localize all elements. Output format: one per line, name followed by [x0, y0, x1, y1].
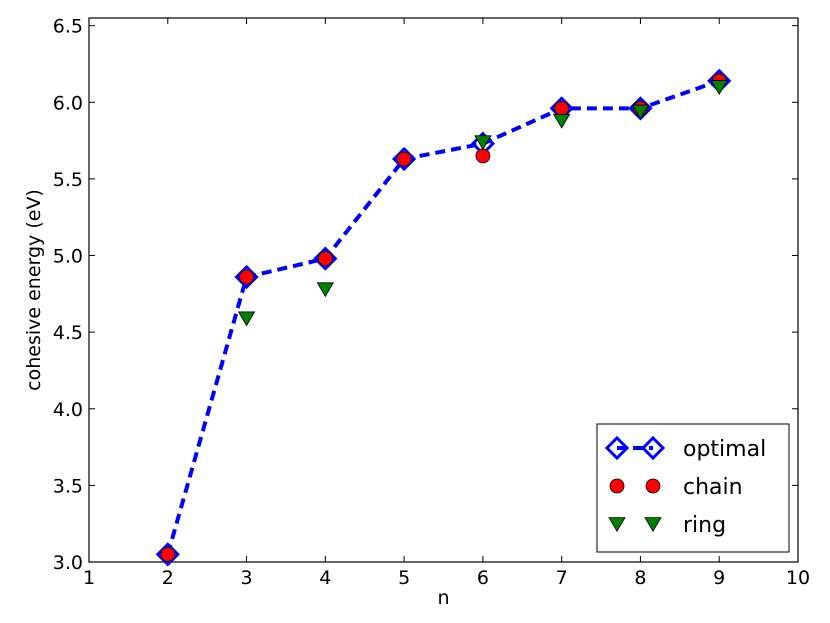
- legend-label-ring: ring: [683, 513, 726, 538]
- point-optimal: [313, 246, 338, 271]
- point-ring: [237, 311, 256, 327]
- point-chain: [160, 546, 176, 562]
- x-tick-label: 7: [556, 567, 568, 589]
- series: [155, 68, 732, 567]
- y-tick-label: 3.5: [53, 475, 83, 497]
- point-chain: [396, 151, 412, 167]
- legend: optimal chain ring: [596, 423, 790, 553]
- series-line-optimal: [165, 78, 720, 555]
- point-optimal: [234, 264, 259, 290]
- x-tick-label: 4: [319, 567, 331, 589]
- x-tick-label: 6: [477, 567, 489, 589]
- legend-marker-chain: [609, 478, 625, 494]
- y-tick-label: 6.5: [53, 16, 83, 38]
- legend-label-optimal: optimal: [683, 437, 766, 462]
- point-optimal: [391, 146, 417, 172]
- x-tick-label: 9: [713, 567, 725, 589]
- point-ring: [631, 104, 650, 120]
- x-tick-label: 8: [634, 567, 646, 589]
- legend-marker-optimal: [640, 435, 666, 461]
- legend-marker-optimal: [604, 435, 630, 461]
- legend-marker-ring: [608, 517, 626, 532]
- legend-marker-chain: [645, 478, 661, 494]
- point-chain: [239, 269, 254, 285]
- ticks: 1 2 3 4 5 6 7 8 9 10 3.0 3.5 4.0 4.5 5.0 5.5 6.0 6.5: [53, 16, 810, 589]
- y-tick-label: 3.0: [53, 552, 83, 574]
- x-tick-label: 1: [83, 567, 95, 589]
- x-tick-label: 5: [398, 567, 410, 589]
- point-ring: [316, 282, 335, 298]
- point-chain: [317, 251, 333, 266]
- x-tick-label: 2: [162, 567, 174, 589]
- y-tick-label: 4.0: [53, 399, 83, 421]
- point-chain: [554, 101, 570, 116]
- legend-box: [596, 423, 790, 553]
- x-tick-label: 10: [786, 567, 810, 589]
- y-tick-label: 5.5: [53, 169, 83, 191]
- point-ring: [474, 135, 492, 151]
- point-ring: [710, 80, 728, 95]
- plot-frame: [88, 17, 799, 563]
- x-tick-label: 3: [241, 567, 253, 589]
- legend-label-chain: chain: [683, 475, 743, 500]
- axes: [88, 17, 799, 563]
- y-tick-label: 5.0: [53, 246, 83, 268]
- x-axis-label: n: [437, 587, 449, 609]
- point-chain: [475, 148, 491, 164]
- point-optimal: [155, 542, 180, 567]
- y-tick-label: 6.0: [53, 92, 83, 114]
- point-ring: [552, 113, 571, 129]
- y-tick-label: 4.5: [53, 322, 83, 344]
- y-axis-label: cohesive energy (eV): [23, 189, 45, 391]
- legend-marker-ring: [644, 517, 662, 532]
